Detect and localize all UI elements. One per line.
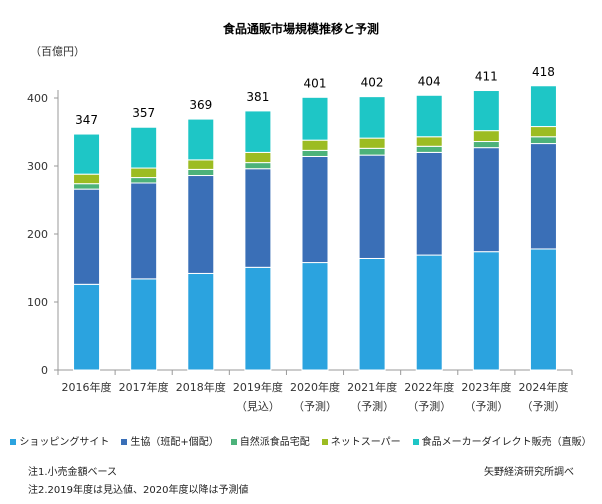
x-tick-label: 2024年度 <box>518 380 568 394</box>
bar-segment <box>529 143 557 250</box>
bar-segment <box>130 167 158 179</box>
bar-segment <box>358 257 386 371</box>
legend-label: ネットスーパー <box>330 437 401 448</box>
bar-segment <box>472 130 500 143</box>
bar-segment <box>73 173 101 185</box>
legend-swatch <box>412 439 419 445</box>
bar-segment <box>73 133 101 175</box>
bar-segment <box>529 136 557 145</box>
bar-segment <box>130 177 158 184</box>
bar-segment <box>301 139 329 151</box>
bar-segment <box>529 248 557 371</box>
y-tick-label: 200 <box>27 228 48 241</box>
source: 矢野経済研究所調べ <box>484 467 574 478</box>
bar-segment <box>244 110 272 153</box>
x-tick-label: 2019年度 <box>233 380 283 394</box>
legend-label: ショッピングサイト <box>19 437 110 448</box>
x-tick-label: 2016年度 <box>62 380 112 394</box>
bar-segment <box>472 141 500 149</box>
bar-segment <box>472 147 500 253</box>
legend-label: 食品メーカーダイレクト販売（直販） <box>421 437 592 448</box>
bar-segment <box>472 251 500 371</box>
legend-label: 自然派食品宅配 <box>239 437 310 448</box>
x-tick-sublabel: （予測） <box>521 399 565 413</box>
bar-segment <box>529 126 557 138</box>
bar-segment <box>301 262 329 371</box>
bar-segment <box>187 118 215 161</box>
total-label: 347 <box>75 113 98 127</box>
x-tick-label: 2017年度 <box>119 380 169 394</box>
bar-segment <box>415 254 443 371</box>
bar-segment <box>244 162 272 170</box>
bar-segment <box>415 94 443 138</box>
x-tick-sublabel: （予測） <box>407 399 451 413</box>
legend-item: 生協（班配+個配） <box>121 437 219 448</box>
x-tick-sublabel: （予測） <box>350 399 394 413</box>
y-tick-label: 100 <box>27 296 48 309</box>
bar-segment <box>187 168 215 177</box>
bar-segment <box>358 147 386 156</box>
bar-segment <box>73 183 101 190</box>
bar-segment <box>358 96 386 139</box>
bar-segment <box>73 188 101 285</box>
bar-segment <box>415 136 443 147</box>
bar-segment <box>244 151 272 164</box>
x-tick-label: 2023年度 <box>461 380 511 394</box>
legend-item: ネットスーパー <box>321 437 401 448</box>
total-label: 411 <box>475 70 498 84</box>
x-tick-label: 2022年度 <box>404 380 454 394</box>
total-label: 381 <box>246 90 269 104</box>
legend-swatch <box>121 439 128 445</box>
total-label: 369 <box>189 98 212 112</box>
total-label: 401 <box>304 76 327 90</box>
y-tick-label: 300 <box>27 160 48 173</box>
y-axis-label: （百億円） <box>30 45 85 58</box>
bar-segment <box>187 159 215 170</box>
y-tick-label: 400 <box>27 92 48 105</box>
bar-segment <box>244 266 272 371</box>
bar-segment <box>358 137 386 149</box>
bar-segment <box>358 154 386 259</box>
total-label: 402 <box>361 76 384 90</box>
x-tick-sublabel: （予測） <box>464 399 508 413</box>
bar-segment <box>301 155 329 264</box>
x-tick-label: 2021年度 <box>347 380 397 394</box>
legend-item: 自然派食品宅配 <box>230 437 310 448</box>
note-2: 注2.2019年度は見込値、2020年度以降は予測値 <box>28 485 249 496</box>
x-tick-label: 2020年度 <box>290 380 340 394</box>
bar-segment <box>301 96 329 141</box>
bar-segment <box>415 145 443 153</box>
legend-swatch <box>10 439 17 445</box>
bar-segment <box>187 175 215 274</box>
legend-swatch <box>230 439 237 445</box>
y-tick-label: 0 <box>41 364 48 377</box>
legend-item: 食品メーカーダイレクト販売（直販） <box>412 437 592 448</box>
legend-label: 生協（班配+個配） <box>130 437 219 448</box>
bar-segment <box>472 90 500 132</box>
bar-segment <box>130 126 158 169</box>
legend-swatch <box>321 439 328 445</box>
total-label: 404 <box>418 74 441 88</box>
total-label: 357 <box>132 106 155 120</box>
bar-segment <box>529 85 557 128</box>
x-tick-sublabel: （見込） <box>236 400 280 413</box>
bar-segment <box>130 278 158 371</box>
bar-segment <box>130 182 158 280</box>
x-tick-sublabel: （予測） <box>293 399 337 413</box>
bar-segment <box>415 151 443 256</box>
x-tick-label: 2018年度 <box>176 380 226 394</box>
legend-item: ショッピングサイト <box>10 437 109 448</box>
bar-segment <box>301 149 329 157</box>
note-1: 注1.小売金額ベース <box>28 467 118 478</box>
legend: ショッピングサイト 生協（班配+個配） 自然派食品宅配 ネットスーパー 食品メーカーダイ… <box>0 433 602 448</box>
bar-segment <box>244 168 272 268</box>
chart-title: 食品通販市場規模推移と予測 <box>222 21 379 36</box>
bar-segment <box>73 283 101 371</box>
bar-segment <box>187 272 215 371</box>
total-label: 418 <box>532 65 555 79</box>
